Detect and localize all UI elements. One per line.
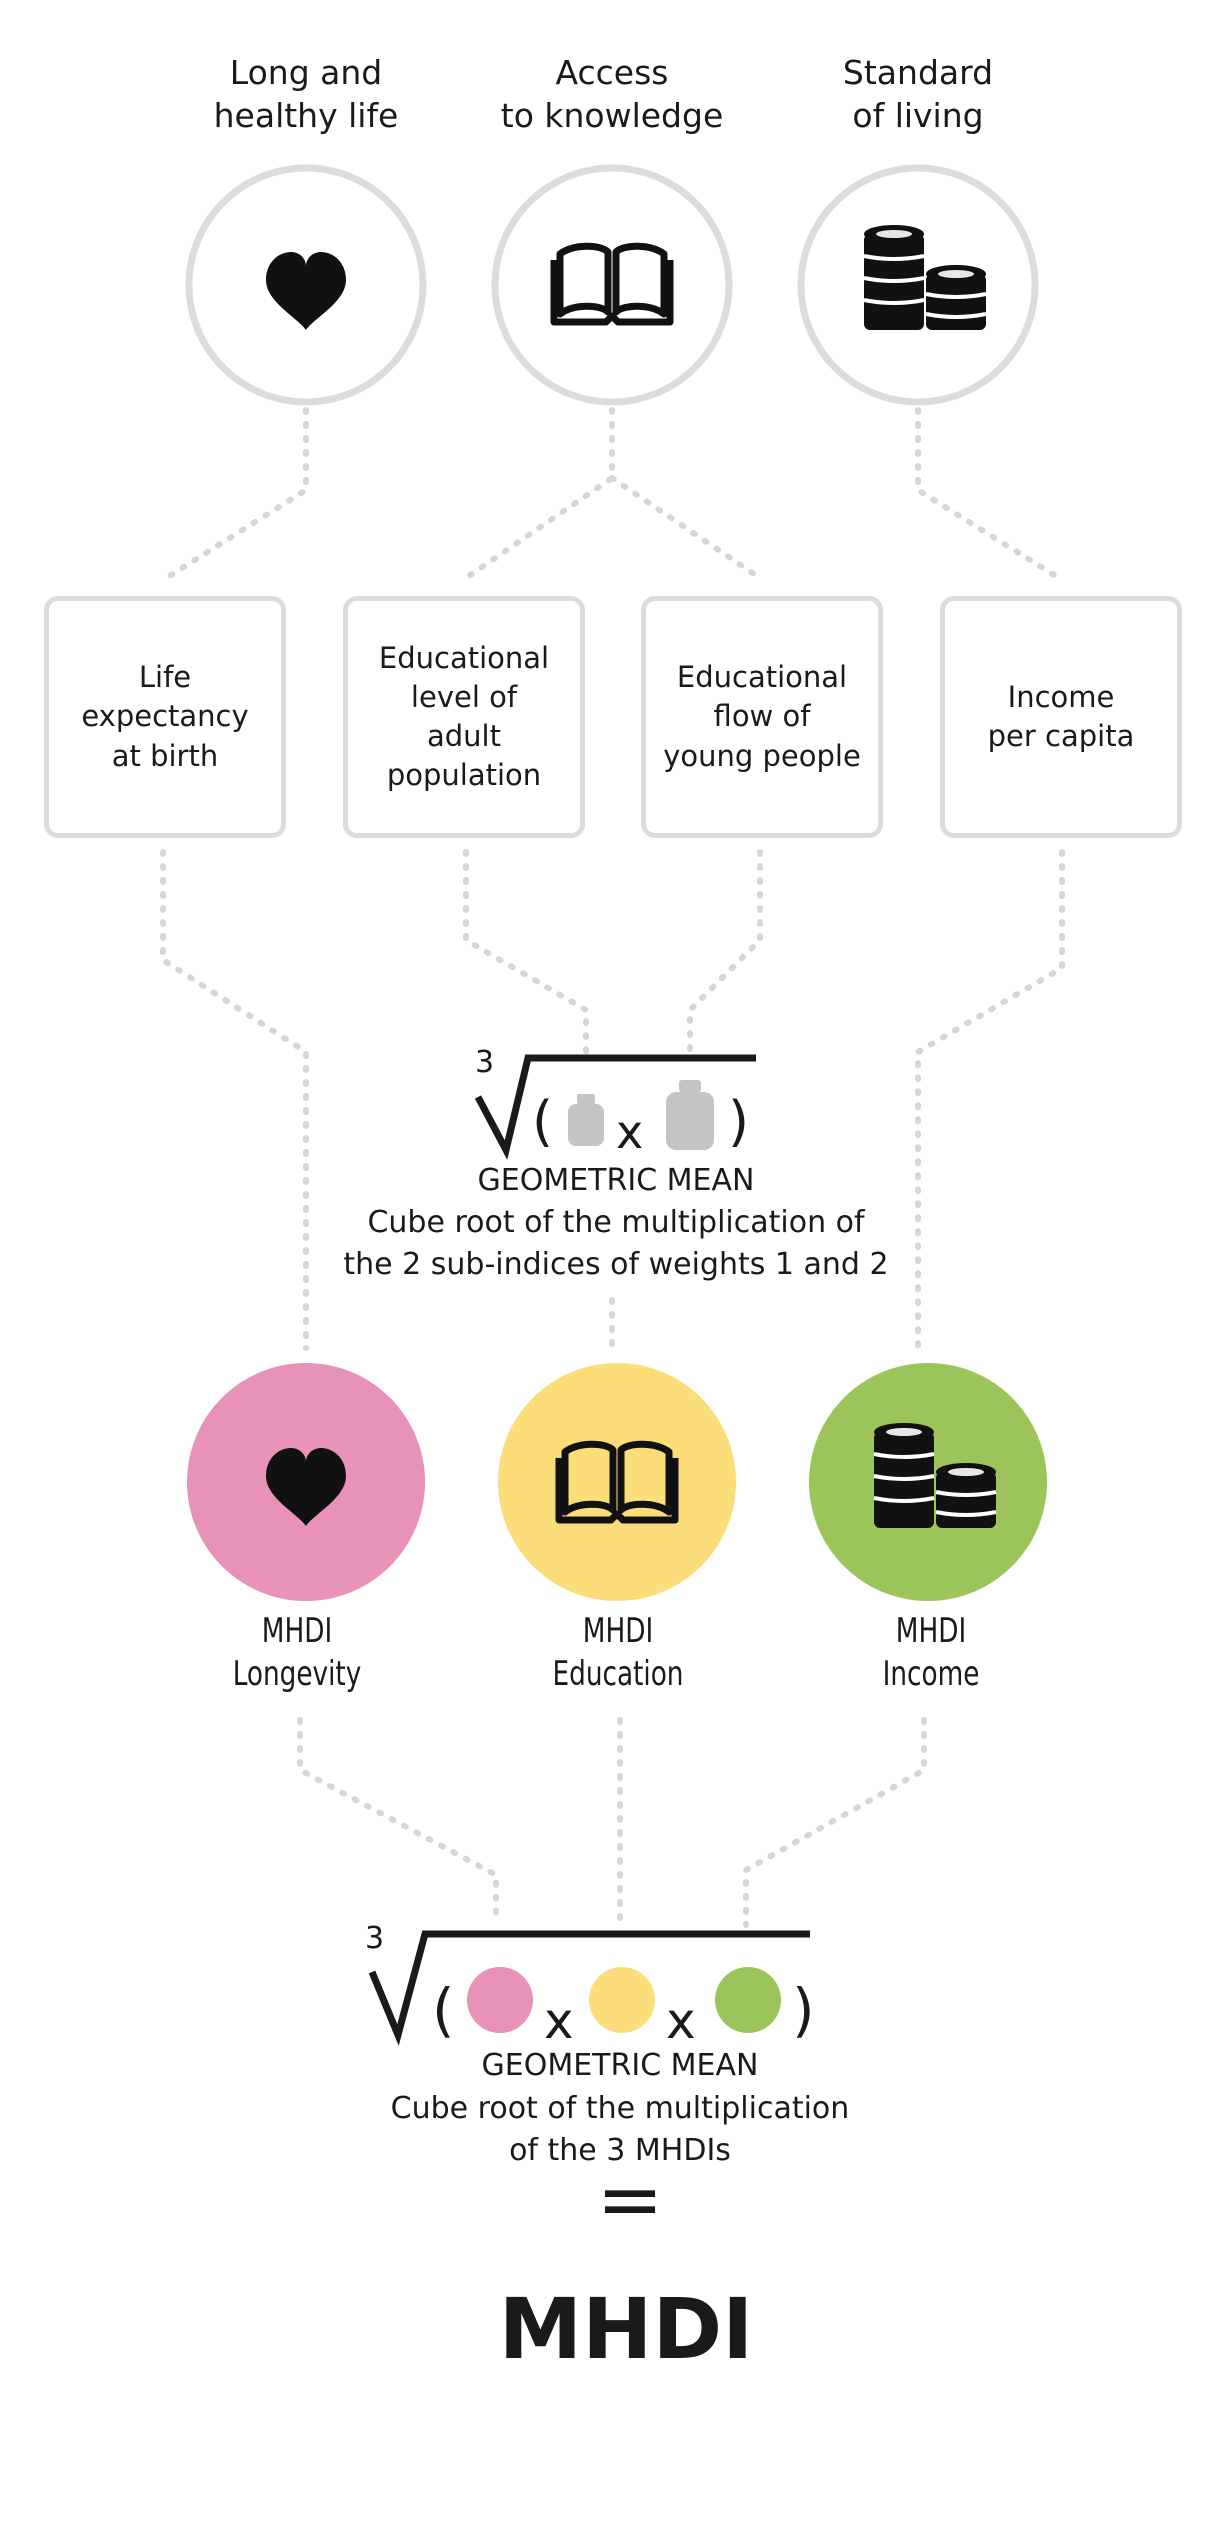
connectors-top [160, 407, 1065, 583]
subindex-label-income: MHDI Income [882, 1611, 980, 1694]
income-dot [715, 1967, 781, 2033]
dimension-title-living: Standard of living [842, 53, 994, 135]
connector-lifeexp-to-longevity [160, 849, 309, 1351]
radical-sign [368, 1930, 810, 2046]
radical-sign [474, 1054, 756, 1160]
indicator-label: Life expectancy at birth [81, 660, 249, 773]
final-formula-title: GEOMETRIC MEAN [481, 2048, 759, 2083]
open-paren: ( [432, 1976, 455, 2044]
open-paren: ( [532, 1090, 553, 1153]
result-title: MHDI [498, 2280, 754, 2378]
multiply-operator: x [544, 1992, 574, 2050]
indicator-life-expectancy: Life expectancy at birth [44, 596, 286, 838]
weight-2-icon [666, 1080, 714, 1150]
close-paren: ) [728, 1090, 749, 1153]
dimension-circle-knowledge [491, 164, 733, 406]
connectors-middle [160, 849, 1065, 1351]
education-dot [589, 1967, 655, 2033]
root-index: 3 [365, 1921, 384, 1956]
subindex-circle-longevity [187, 1363, 425, 1601]
final-formula: 3 ( x x ) [365, 1921, 815, 2050]
education-formula: 3 ( x ) [474, 1045, 756, 1160]
dimension-circle-life [185, 164, 427, 406]
connector-adult-to-formula [463, 849, 589, 1063]
connector-income-to-final [743, 1717, 927, 1928]
connector-living-to-income [915, 407, 1065, 583]
equals-sign: = [596, 2153, 664, 2246]
indicator-label: Educational flow of young people [663, 660, 861, 773]
longevity-dot [467, 1967, 533, 2033]
connector-knowledge-to-adult [463, 407, 615, 581]
weight-1-icon [568, 1094, 604, 1146]
indicator-young-education: Educational flow of young people [641, 596, 883, 838]
connector-young-to-formula [687, 849, 763, 1063]
multiply-operator: x [666, 1992, 696, 2050]
connectors-bottom [297, 1717, 927, 1933]
connector-knowledge-to-young [609, 475, 763, 581]
dimension-title-knowledge: Access to knowledge [500, 53, 724, 135]
subindex-label-education: MHDI Education [552, 1611, 684, 1694]
connector-income-to-incomeindex [915, 849, 1065, 1351]
subindex-circle-income [809, 1363, 1047, 1601]
indicator-label: Income per capita [987, 679, 1135, 753]
indicator-adult-education: Educational level of adult population [343, 596, 585, 838]
education-formula-description: Cube root of the multiplication of the 2… [343, 1205, 889, 1282]
indicator-label: Educational level of adult population [378, 640, 550, 793]
dimension-title-life: Long and healthy life [213, 53, 399, 135]
multiply-operator: x [616, 1105, 643, 1159]
close-paren: ) [792, 1976, 815, 2044]
connector-longevity-to-final [297, 1717, 499, 1923]
indicator-income: Income per capita [940, 596, 1182, 838]
education-formula-title: GEOMETRIC MEAN [477, 1163, 755, 1198]
dimension-circle-living [797, 164, 1039, 406]
final-formula-description: Cube root of the multiplication of the 3… [390, 2091, 850, 2168]
subindex-circle-education [498, 1363, 736, 1601]
root-index: 3 [475, 1045, 494, 1080]
subindex-label-longevity: MHDI Longevity [232, 1611, 362, 1694]
connector-life-to-lifeexp [160, 407, 309, 583]
